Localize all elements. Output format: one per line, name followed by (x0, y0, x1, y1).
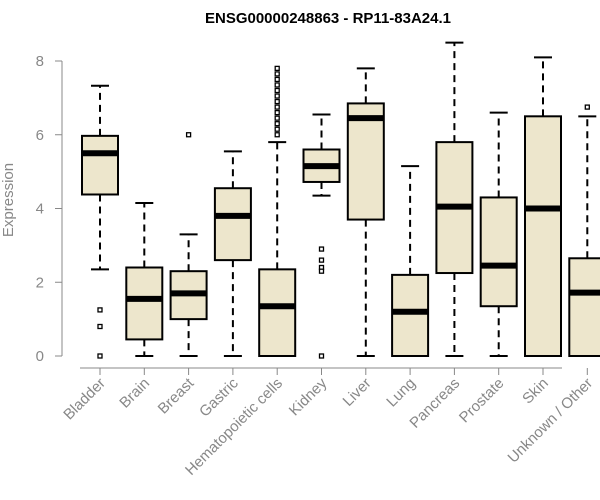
x-tick-label: Brain (116, 375, 153, 412)
y-tick-label: 0 (36, 348, 44, 365)
outlier-point (318, 246, 325, 252)
x-tick-label: Bladder (60, 375, 109, 424)
outlier-point (274, 65, 280, 72)
iqr-box (568, 257, 600, 357)
outlier-point (97, 307, 103, 313)
boxes (81, 41, 600, 359)
y-tick-label: 2 (36, 274, 44, 291)
x-tick-label: Liver (340, 375, 375, 410)
y-ticks: 0 2 4 6 8 (36, 53, 62, 365)
box-liver (346, 67, 385, 357)
box-skin (524, 56, 562, 357)
iqr-box (258, 268, 297, 357)
outlier-point (318, 353, 325, 359)
outlier-point (274, 104, 280, 110)
y-tick-label: 4 (36, 201, 44, 218)
y-axis-label: Expression (0, 163, 17, 237)
outlier-point (274, 87, 280, 94)
iqr-box (479, 196, 518, 308)
outlier-point (274, 115, 280, 121)
x-tick-label: Kidney (286, 374, 331, 419)
box-unknown-other (568, 104, 600, 357)
x-tick-label: Lung (383, 375, 419, 411)
box-breast (169, 132, 208, 357)
box-bladder (81, 84, 119, 359)
box-pancreas (435, 41, 474, 357)
outlier-point (274, 82, 280, 88)
iqr-box (213, 187, 252, 262)
outlier-point (274, 109, 280, 116)
outlier-point (97, 353, 103, 359)
box-gastric (213, 150, 252, 357)
outlier-point (274, 132, 280, 138)
box-prostate (479, 111, 518, 357)
x-tick-label: Breast (155, 374, 198, 417)
x-tick-label: Unknown / Other (505, 375, 597, 467)
outlier-point (584, 104, 590, 110)
outlier-point (185, 132, 192, 138)
box-kidney (302, 113, 341, 359)
outlier-point (274, 121, 280, 127)
box-hematopoietic-cells (258, 65, 297, 357)
outlier-point (274, 98, 280, 105)
iqr-box (125, 266, 164, 341)
iqr-box (346, 102, 385, 221)
x-tick-label: Skin (519, 375, 552, 408)
outlier-point (318, 257, 325, 263)
iqr-box (524, 115, 562, 357)
outlier-point (274, 76, 280, 83)
y-tick-label: 8 (36, 53, 44, 70)
outlier-point (274, 126, 280, 132)
outlier-point (97, 323, 103, 330)
x-tick-label: Prostate (456, 375, 508, 427)
box-brain (125, 201, 164, 357)
y-tick-label: 6 (36, 127, 44, 144)
iqr-box (391, 273, 430, 357)
iqr-box (81, 134, 119, 196)
outlier-point (274, 71, 280, 77)
chart-title: ENSG00000248863 - RP11-83A24.1 (205, 10, 451, 27)
box-lung (391, 165, 430, 357)
outlier-point (274, 93, 280, 99)
outlier-point (318, 268, 325, 274)
